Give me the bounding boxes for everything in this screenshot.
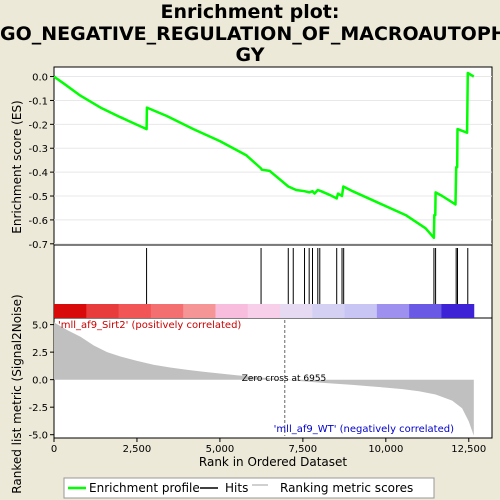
color-bar-segment — [441, 304, 475, 318]
metric-y-tick-label: -5.0 — [28, 431, 48, 442]
legend-enrichment-label: Enrichment profile — [89, 481, 200, 495]
enrichment-profile-line — [53, 71, 475, 240]
color-bar-segment — [344, 304, 378, 318]
metric-y-tick-label: 5.0 — [32, 321, 48, 332]
color-bar-segment — [86, 304, 120, 318]
es-y-axis-label: Enrichment score (ES) — [10, 100, 24, 233]
metric-y-tick-label: 0.0 — [32, 376, 48, 387]
chart-title-line-3: GY — [235, 44, 265, 66]
color-bar-segment — [183, 304, 216, 318]
x-axis-label: Rank in Ordered Dataset — [199, 455, 347, 469]
ranking-metric-area — [54, 322, 474, 436]
chart-title-line-1: Enrichment plot: — [160, 1, 340, 23]
chart-title-line-2: GO_NEGATIVE_REGULATION_OF_MACROAUTOPHA — [0, 23, 500, 45]
es-y-tick-label: -0.2 — [28, 120, 48, 131]
color-bar-segment — [312, 304, 346, 318]
color-bar-segment — [215, 304, 249, 318]
metric-y-axis-label: Ranked list metric (Signal2Noise) — [10, 294, 24, 493]
color-bar-segment — [376, 304, 410, 318]
metric-y-tick-label: 2.5 — [32, 348, 48, 359]
color-bar-segment — [280, 304, 313, 318]
zero-cross-label: Zero cross at 6955 — [242, 374, 327, 384]
es-y-tick-label: -0.3 — [28, 144, 48, 155]
es-y-tick-label: -0.5 — [28, 192, 48, 203]
legend-hits-label: Hits — [225, 481, 248, 495]
es-y-tick-label: 0.0 — [32, 73, 48, 84]
x-tick-label: 5,000 — [206, 444, 235, 455]
x-tick-label: 0 — [51, 444, 57, 455]
negative-correlation-label: 'mll_af9_WT' (negatively correlated) — [274, 424, 454, 435]
es-y-tick-label: -0.7 — [28, 240, 48, 251]
color-bar-segment — [247, 304, 281, 318]
x-tick-label: 7,500 — [289, 444, 318, 455]
x-tick-label: 2,500 — [123, 444, 152, 455]
metric-y-tick-label: -2.5 — [28, 403, 48, 414]
color-bar-segment — [409, 304, 442, 318]
color-bar-segment — [150, 304, 184, 318]
es-panel — [53, 66, 493, 246]
es-y-tick-label: -0.6 — [28, 216, 48, 227]
legend-ranking-label: Ranking metric scores — [280, 481, 413, 495]
color-bar-segment — [118, 304, 152, 318]
x-tick-label: 12,500 — [451, 444, 486, 455]
x-tick-label: 10,000 — [368, 444, 403, 455]
color-bar-segment — [54, 304, 87, 318]
positive-correlation-label: 'mll_af9_Sirt2' (positively correlated) — [58, 320, 241, 331]
legend-box — [63, 477, 435, 499]
es-y-tick-label: -0.1 — [28, 96, 48, 107]
es-y-tick-label: -0.4 — [28, 168, 48, 179]
